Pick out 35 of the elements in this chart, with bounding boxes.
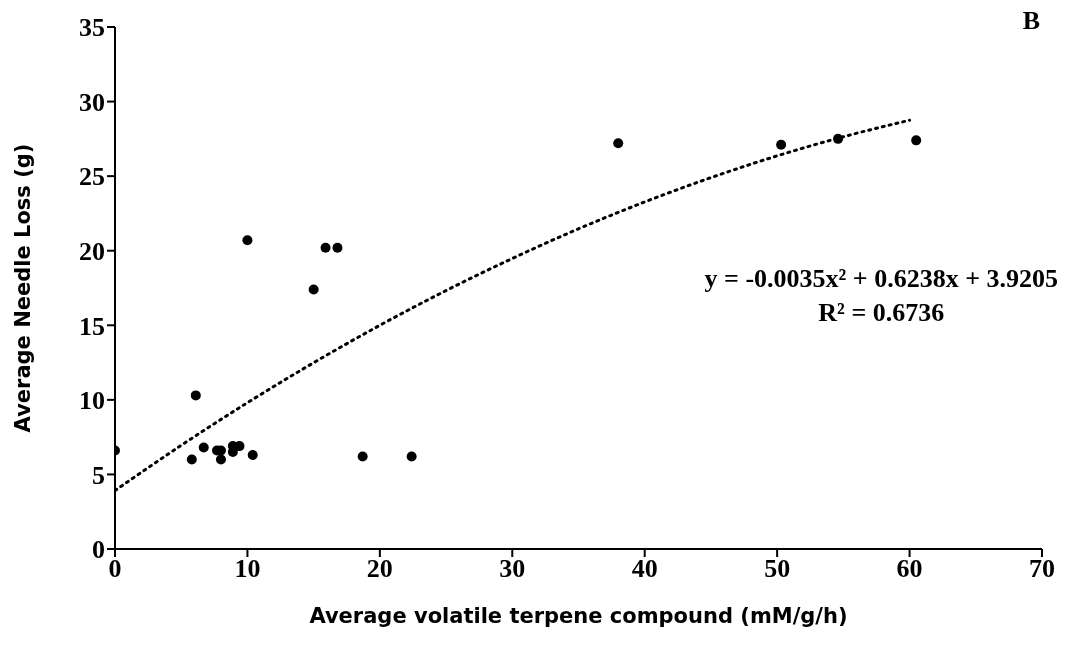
- point: [186, 454, 197, 465]
- y-axis-title: Average Needle Loss (g): [11, 143, 36, 433]
- annotation: B: [1022, 6, 1040, 36]
- annotation: y = -0.0035x² + 0.6238x + 3.9205: [704, 263, 1058, 295]
- point: [242, 235, 253, 246]
- annotation: R² = 0.6736: [817, 297, 946, 329]
- x-tick-label: 50: [764, 554, 791, 584]
- point: [332, 242, 343, 253]
- point: [215, 454, 226, 465]
- point: [357, 451, 368, 462]
- y-tick-label: 15: [79, 311, 105, 341]
- x-tick-label: 40: [631, 554, 658, 584]
- y-tick-label: 25: [79, 162, 105, 192]
- point: [198, 442, 209, 453]
- point: [247, 450, 258, 461]
- point: [911, 135, 922, 146]
- y-tick-label: 10: [79, 386, 105, 416]
- point: [776, 139, 787, 150]
- y-tick-label: 0: [92, 535, 105, 565]
- x-tick-label: 10: [234, 554, 261, 584]
- point: [190, 390, 201, 401]
- point: [833, 133, 844, 144]
- point: [613, 138, 624, 149]
- point: [406, 451, 417, 462]
- y-tick-label: 30: [79, 87, 105, 117]
- x-tick-label: 20: [366, 554, 393, 584]
- y-tick-label: 35: [79, 13, 105, 43]
- x-tick-label: 60: [896, 554, 923, 584]
- point: [308, 284, 319, 295]
- y-tick-label: 20: [79, 236, 105, 266]
- y-tick-label: 5: [92, 460, 105, 490]
- x-tick-label: 70: [1029, 554, 1055, 584]
- x-axis-title: Average volatile terpene compound (mM/g/h): [309, 604, 848, 628]
- x-tick-label: 30: [499, 554, 526, 584]
- point: [320, 242, 331, 253]
